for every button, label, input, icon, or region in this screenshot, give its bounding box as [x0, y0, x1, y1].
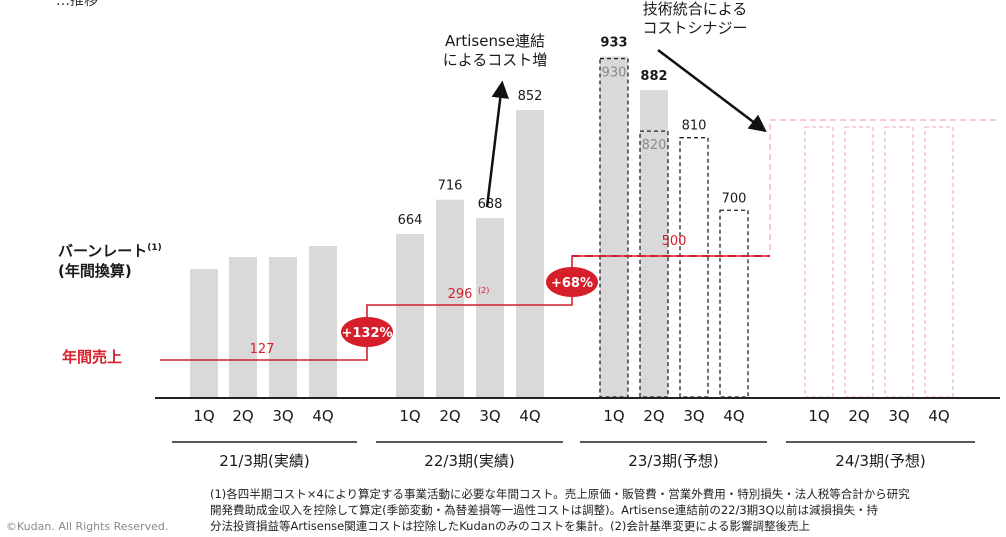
annual-sales-value-22: 296	[448, 287, 473, 302]
bar-21-3q	[269, 257, 297, 397]
quarter-label-3-4: 4Q	[928, 407, 949, 425]
quarter-label-2-3: 3Q	[683, 407, 704, 425]
bar-label-22-3q: 688	[478, 197, 503, 212]
bar-23-2q-forecast	[639, 130, 669, 398]
annotation-artisense-line2: によるコスト増	[442, 51, 548, 69]
bar-21-4q	[309, 246, 337, 397]
bar-label-22-2q: 716	[438, 179, 463, 194]
footnote-line1: (1)各四半期コスト×4により算定する事業活動に必要な年間コスト。売上原価・販管…	[210, 487, 910, 501]
bar-label-23-3q-forecast: 810	[682, 119, 707, 134]
quarter-label-3-2: 2Q	[848, 407, 869, 425]
annotation-synergy-line1: 技術統合による	[642, 0, 748, 18]
bar-24-1q	[804, 126, 834, 398]
footnote: (1)各四半期コスト×4により算定する事業活動に必要な年間コスト。売上原価・販管…	[210, 486, 910, 534]
burn-rate-footnote-ref: (1)	[147, 243, 162, 253]
growth-badge-text-0: +132%	[341, 326, 392, 341]
bar-label-23-4q-forecast: 700	[722, 191, 747, 206]
footnote-line3: 分法投資損益等Artisense関連コストは控除したKudanのみのコストを集計…	[210, 519, 811, 533]
burn-rate-label-text: バーンレート	[58, 242, 148, 260]
period-label-0: 21/3期(実績)	[219, 452, 309, 470]
bar-label-22-1q: 664	[398, 213, 423, 228]
growth-badge-text-1: +68%	[551, 276, 593, 291]
bar-label-23-1q-actual: 933	[600, 36, 627, 51]
quarter-label-1-2: 2Q	[439, 407, 460, 425]
quarter-label-3-1: 1Q	[808, 407, 829, 425]
burn-rate-label: バーンレート(1) (年間換算)	[58, 238, 162, 281]
bar-label-22-4q: 852	[518, 89, 543, 104]
annotation-synergy: 技術統合による コストシナジー	[620, 0, 770, 38]
quarter-label-2-1: 1Q	[603, 407, 624, 425]
arrow-up-icon	[485, 80, 509, 208]
annotation-artisense-line1: Artisense連結	[444, 32, 546, 50]
annotation-artisense: Artisense連結 によるコスト増	[420, 32, 570, 70]
quarter-label-3-3: 3Q	[888, 407, 909, 425]
quarter-label-2-4: 4Q	[723, 407, 744, 425]
bar-24-2q	[844, 126, 874, 398]
burn-rate-label-sub: (年間換算)	[58, 262, 132, 280]
quarter-label-1-4: 4Q	[519, 407, 540, 425]
bar-label-23-1q-forecast: 930	[602, 66, 627, 81]
arrow-down-icon	[657, 49, 767, 133]
quarter-label-1-3: 3Q	[479, 407, 500, 425]
period-label-2: 23/3期(予想)	[628, 452, 718, 470]
quarter-label-0-4: 4Q	[312, 407, 333, 425]
bar-22-4q	[516, 109, 544, 397]
growth-badge-1	[546, 267, 598, 297]
bar-24-4q	[924, 126, 954, 398]
bar-24-3q	[884, 126, 914, 398]
bar-22-3q	[476, 218, 504, 397]
annual-sales-value-21: 127	[250, 342, 275, 357]
period-label-3: 24/3期(予想)	[835, 452, 925, 470]
annual-sales-value-23: 500	[662, 234, 687, 249]
copyright: ©Kudan. All Rights Reserved.	[6, 520, 169, 533]
bar-23-4q-forecast	[719, 209, 749, 398]
quarter-label-2-2: 2Q	[643, 407, 664, 425]
quarter-label-1-1: 1Q	[399, 407, 420, 425]
page-title-fragment: …推移	[56, 0, 98, 9]
bar-23-1q-actual	[600, 56, 628, 398]
period-label-1: 22/3期(実績)	[424, 452, 514, 470]
quarter-label-0-2: 2Q	[232, 407, 253, 425]
annotation-synergy-line2: コストシナジー	[642, 19, 748, 37]
footnote-line2: 開発費助成金収入を控除して算定(季節変動・為替差損等一過性コストは調整)。Art…	[210, 503, 879, 517]
bar-21-2q	[229, 257, 257, 397]
bar-22-1q	[396, 234, 424, 397]
forecast-band-outline	[769, 119, 1000, 250]
bar-23-2q-actual	[640, 90, 668, 397]
bar-22-2q	[436, 199, 464, 397]
annual-sales-label: 年間売上	[62, 348, 123, 366]
annual-sales-note-22: (2)	[478, 286, 489, 295]
growth-badge-0	[341, 317, 393, 347]
bar-label-23-2q-forecast: 820	[642, 138, 667, 153]
quarter-label-0-1: 1Q	[193, 407, 214, 425]
bar-23-3q-forecast	[679, 137, 709, 398]
bar-label-23-2q-actual: 882	[640, 69, 667, 84]
bar-21-1q	[190, 269, 218, 397]
quarter-label-0-3: 3Q	[272, 407, 293, 425]
